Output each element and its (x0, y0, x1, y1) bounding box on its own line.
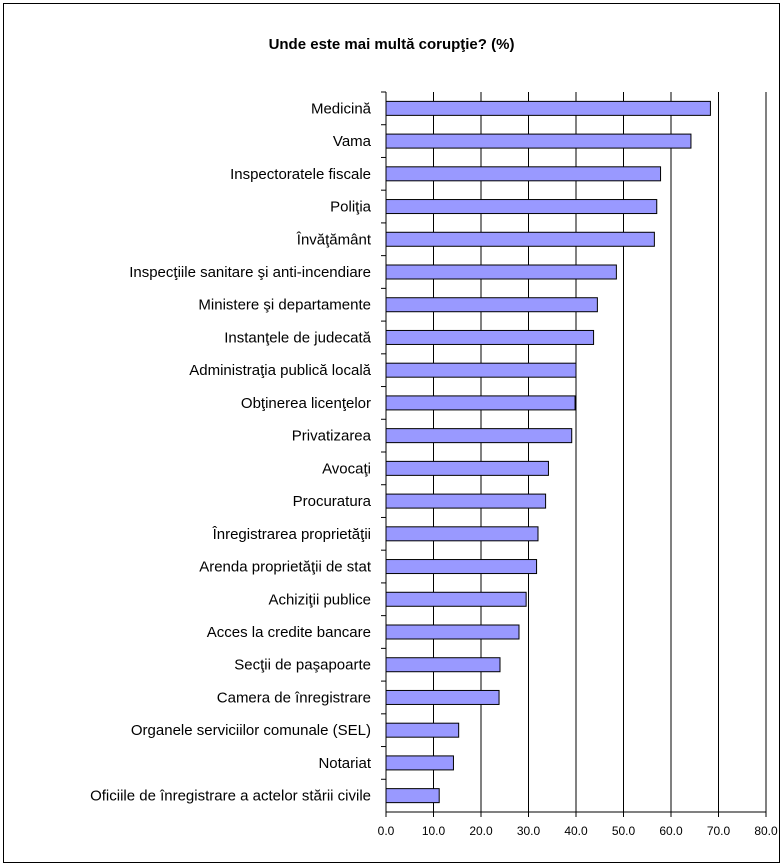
bar (385, 428, 573, 444)
x-tick-label: 40.0 (564, 824, 588, 838)
bar (385, 329, 595, 345)
bar (385, 100, 711, 116)
bar (385, 624, 520, 640)
category-label: Procuratura (293, 493, 372, 510)
category-label: Poliţia (330, 199, 372, 216)
category-label: Achiziţii publice (268, 591, 371, 608)
category-labels: Medicină Vama Inspectoratele fiscale Poliţi… (90, 100, 372, 804)
category-label: Organele serviciilor comunale (SEL) (131, 722, 371, 739)
category-label: Obţinerea licenţelor (241, 395, 371, 412)
category-label: Inspectoratele fiscale (230, 166, 371, 183)
x-tick-label: 30.0 (517, 824, 541, 838)
bar (385, 133, 692, 149)
category-label: Medicină (311, 100, 372, 117)
category-label: Secţii de paşapoarte (234, 657, 371, 674)
category-label: Inspecţiile sanitare şi anti-incendiare (129, 264, 371, 281)
x-tick-label: 0.0 (378, 824, 395, 838)
bar (385, 362, 577, 378)
bar (385, 559, 538, 575)
category-label: Vama (333, 133, 372, 150)
bar (385, 722, 460, 738)
x-tick-label: 10.0 (422, 824, 446, 838)
category-label: Oficiile de înregistrare a actelor stări… (90, 788, 371, 805)
category-label: Instanţele de judecată (224, 329, 371, 346)
chart-title: Unde este mai multă corupţie? (%) (268, 36, 515, 53)
category-label: Ministere şi departamente (198, 297, 371, 314)
bar (385, 493, 547, 509)
bar (385, 395, 576, 411)
bar (385, 788, 440, 804)
bar (385, 297, 598, 313)
bar (385, 264, 617, 280)
category-label: Arenda proprietăţii de stat (199, 559, 372, 576)
x-tick-label: 50.0 (612, 824, 636, 838)
bar (385, 591, 527, 607)
x-tick-label: 70.0 (707, 824, 731, 838)
category-label: Camera de înregistrare (217, 689, 371, 706)
bars (385, 100, 711, 804)
bar (385, 166, 662, 182)
category-label: Notariat (318, 755, 371, 772)
bar (385, 460, 549, 476)
category-label: Acces la credite bancare (207, 624, 371, 641)
bar (385, 231, 655, 247)
category-label: Înregistrarea proprietăţii (212, 526, 371, 543)
x-tick-label: 60.0 (659, 824, 683, 838)
tick-labels: 0.0 10.0 20.0 30.0 40.0 50.0 60.0 70.0 80.0 (378, 824, 778, 838)
bar (385, 199, 658, 215)
bar (385, 526, 539, 542)
category-label: Învăţământ (296, 231, 372, 248)
category-label: Avocaţi (322, 460, 371, 477)
bar (385, 689, 500, 705)
category-label: Administraţia publică locală (189, 362, 371, 379)
bar (385, 755, 454, 771)
bar (385, 657, 501, 673)
category-label: Privatizarea (292, 428, 372, 445)
axes (381, 91, 767, 817)
x-tick-label: 80.0 (754, 824, 778, 838)
x-tick-label: 20.0 (469, 824, 493, 838)
